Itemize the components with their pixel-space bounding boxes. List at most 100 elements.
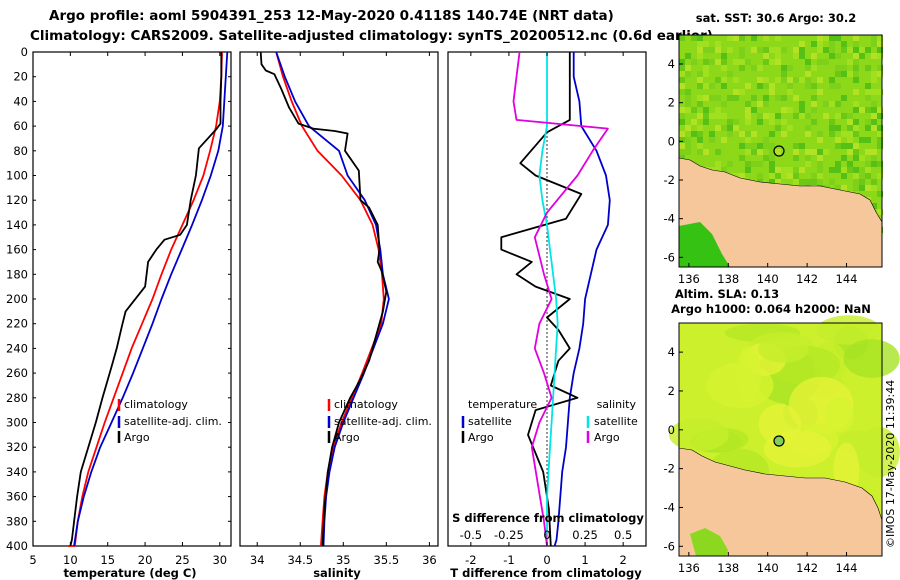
sst-cell bbox=[697, 101, 703, 107]
sst-cell bbox=[769, 47, 775, 53]
sst-cell bbox=[703, 107, 709, 113]
sst-cell bbox=[871, 41, 877, 47]
sla-map-frame bbox=[678, 322, 883, 557]
sst-cell bbox=[727, 119, 733, 125]
x-tick-label: 34 bbox=[250, 553, 265, 567]
header-line1: Argo profile: aoml 5904391_253 12-May-20… bbox=[49, 8, 614, 24]
s-diff-tick-label: 0.25 bbox=[572, 528, 598, 542]
sst-cell bbox=[871, 185, 877, 191]
sst-cell bbox=[829, 131, 835, 137]
imos-credit: ©IMOS 17-May-2020 11:39:44 bbox=[884, 380, 897, 548]
difference-x-ticks: -2 -1 0 1 2 bbox=[465, 52, 627, 567]
sst-cell bbox=[733, 143, 739, 149]
sst-cell bbox=[847, 119, 853, 125]
sst-cell bbox=[679, 137, 685, 143]
sst-cell bbox=[805, 179, 811, 185]
salinity-argo-line bbox=[259, 51, 388, 547]
sst-cell bbox=[865, 167, 871, 173]
sla-blob bbox=[758, 335, 809, 363]
sst-cell bbox=[739, 131, 745, 137]
sst-cell bbox=[853, 131, 859, 137]
sst-cell bbox=[793, 119, 799, 125]
sst-cell bbox=[799, 41, 805, 47]
sst-cell bbox=[805, 77, 811, 83]
sst-cell bbox=[775, 77, 781, 83]
sst-cell bbox=[799, 47, 805, 53]
depth-tick-label: 40 bbox=[13, 94, 28, 108]
sla-blob bbox=[735, 347, 762, 404]
sst-cell bbox=[745, 89, 751, 95]
sst-cell bbox=[679, 149, 685, 155]
map-lon-label: 144 bbox=[836, 561, 858, 575]
sst-cell bbox=[679, 131, 685, 137]
sst-cell bbox=[841, 173, 847, 179]
sst-cell bbox=[787, 77, 793, 83]
sst-cell bbox=[769, 155, 775, 161]
sst-cell bbox=[757, 113, 763, 119]
sst-cell bbox=[787, 107, 793, 113]
sst-cell bbox=[775, 179, 781, 185]
sst-cell bbox=[793, 77, 799, 83]
sst-cell bbox=[781, 143, 787, 149]
sst-cell bbox=[811, 149, 817, 155]
sst-cell bbox=[805, 125, 811, 131]
x-tick-label: 5 bbox=[29, 553, 36, 567]
sst-cell bbox=[823, 71, 829, 77]
sst-cell bbox=[853, 65, 859, 71]
sst-cell bbox=[859, 137, 865, 143]
sst-cell bbox=[733, 77, 739, 83]
sst-cell bbox=[703, 95, 709, 101]
sst-cell bbox=[787, 125, 793, 131]
x-tick-label: 35.5 bbox=[374, 553, 400, 567]
sst-cell bbox=[733, 95, 739, 101]
sst-cell bbox=[721, 113, 727, 119]
x-tick-label: 2 bbox=[619, 553, 626, 567]
sst-cell bbox=[841, 71, 847, 77]
sla-blob bbox=[669, 418, 729, 452]
sst-cell bbox=[853, 179, 859, 185]
sst-cell bbox=[811, 101, 817, 107]
sst-cell bbox=[721, 65, 727, 71]
sst-cell bbox=[685, 107, 691, 113]
sst-cell bbox=[847, 47, 853, 53]
sst-cell bbox=[835, 119, 841, 125]
sst-cell bbox=[739, 59, 745, 65]
sst-cell bbox=[703, 119, 709, 125]
sst-cell bbox=[721, 77, 727, 83]
sst-cell bbox=[877, 173, 883, 179]
sst-cell bbox=[781, 167, 787, 173]
sst-cell bbox=[829, 119, 835, 125]
sst-cell bbox=[763, 155, 769, 161]
map-lat-label: 2 bbox=[668, 384, 675, 398]
sst-cell bbox=[721, 101, 727, 107]
sst-cell bbox=[691, 35, 697, 41]
sst-cell bbox=[697, 41, 703, 47]
sst-cell bbox=[703, 65, 709, 71]
sst-cell bbox=[697, 71, 703, 77]
sst-cell bbox=[733, 173, 739, 179]
salinity-satellite-line bbox=[275, 51, 390, 547]
sst-cell bbox=[793, 53, 799, 59]
sst-cell bbox=[679, 65, 685, 71]
sst-cell bbox=[871, 119, 877, 125]
x-tick-label: 36 bbox=[422, 553, 437, 567]
sst-cell bbox=[817, 35, 823, 41]
sst-cell bbox=[793, 137, 799, 143]
sst-cell bbox=[793, 173, 799, 179]
sst-cell bbox=[841, 47, 847, 53]
temperature-climatology-line bbox=[68, 51, 223, 547]
sst-cell bbox=[703, 143, 709, 149]
sst-cell bbox=[817, 173, 823, 179]
sst-cell bbox=[871, 71, 877, 77]
sst-cell bbox=[823, 113, 829, 119]
sst-cell bbox=[757, 101, 763, 107]
sst-cell bbox=[817, 113, 823, 119]
difference-legend-t-argo: Argo bbox=[468, 431, 494, 444]
temperature-x-ticks: 5 10 15 20 25 30 bbox=[29, 52, 227, 567]
sst-cell bbox=[763, 89, 769, 95]
x-tick-label: 34.5 bbox=[287, 553, 313, 567]
difference-panel: -2 -1 0 1 2 -0.5 -0.25 0 0.25 0.5 S difference f… bbox=[447, 51, 647, 580]
sst-cell bbox=[847, 113, 853, 119]
salinity-xlabel: salinity bbox=[313, 566, 361, 580]
